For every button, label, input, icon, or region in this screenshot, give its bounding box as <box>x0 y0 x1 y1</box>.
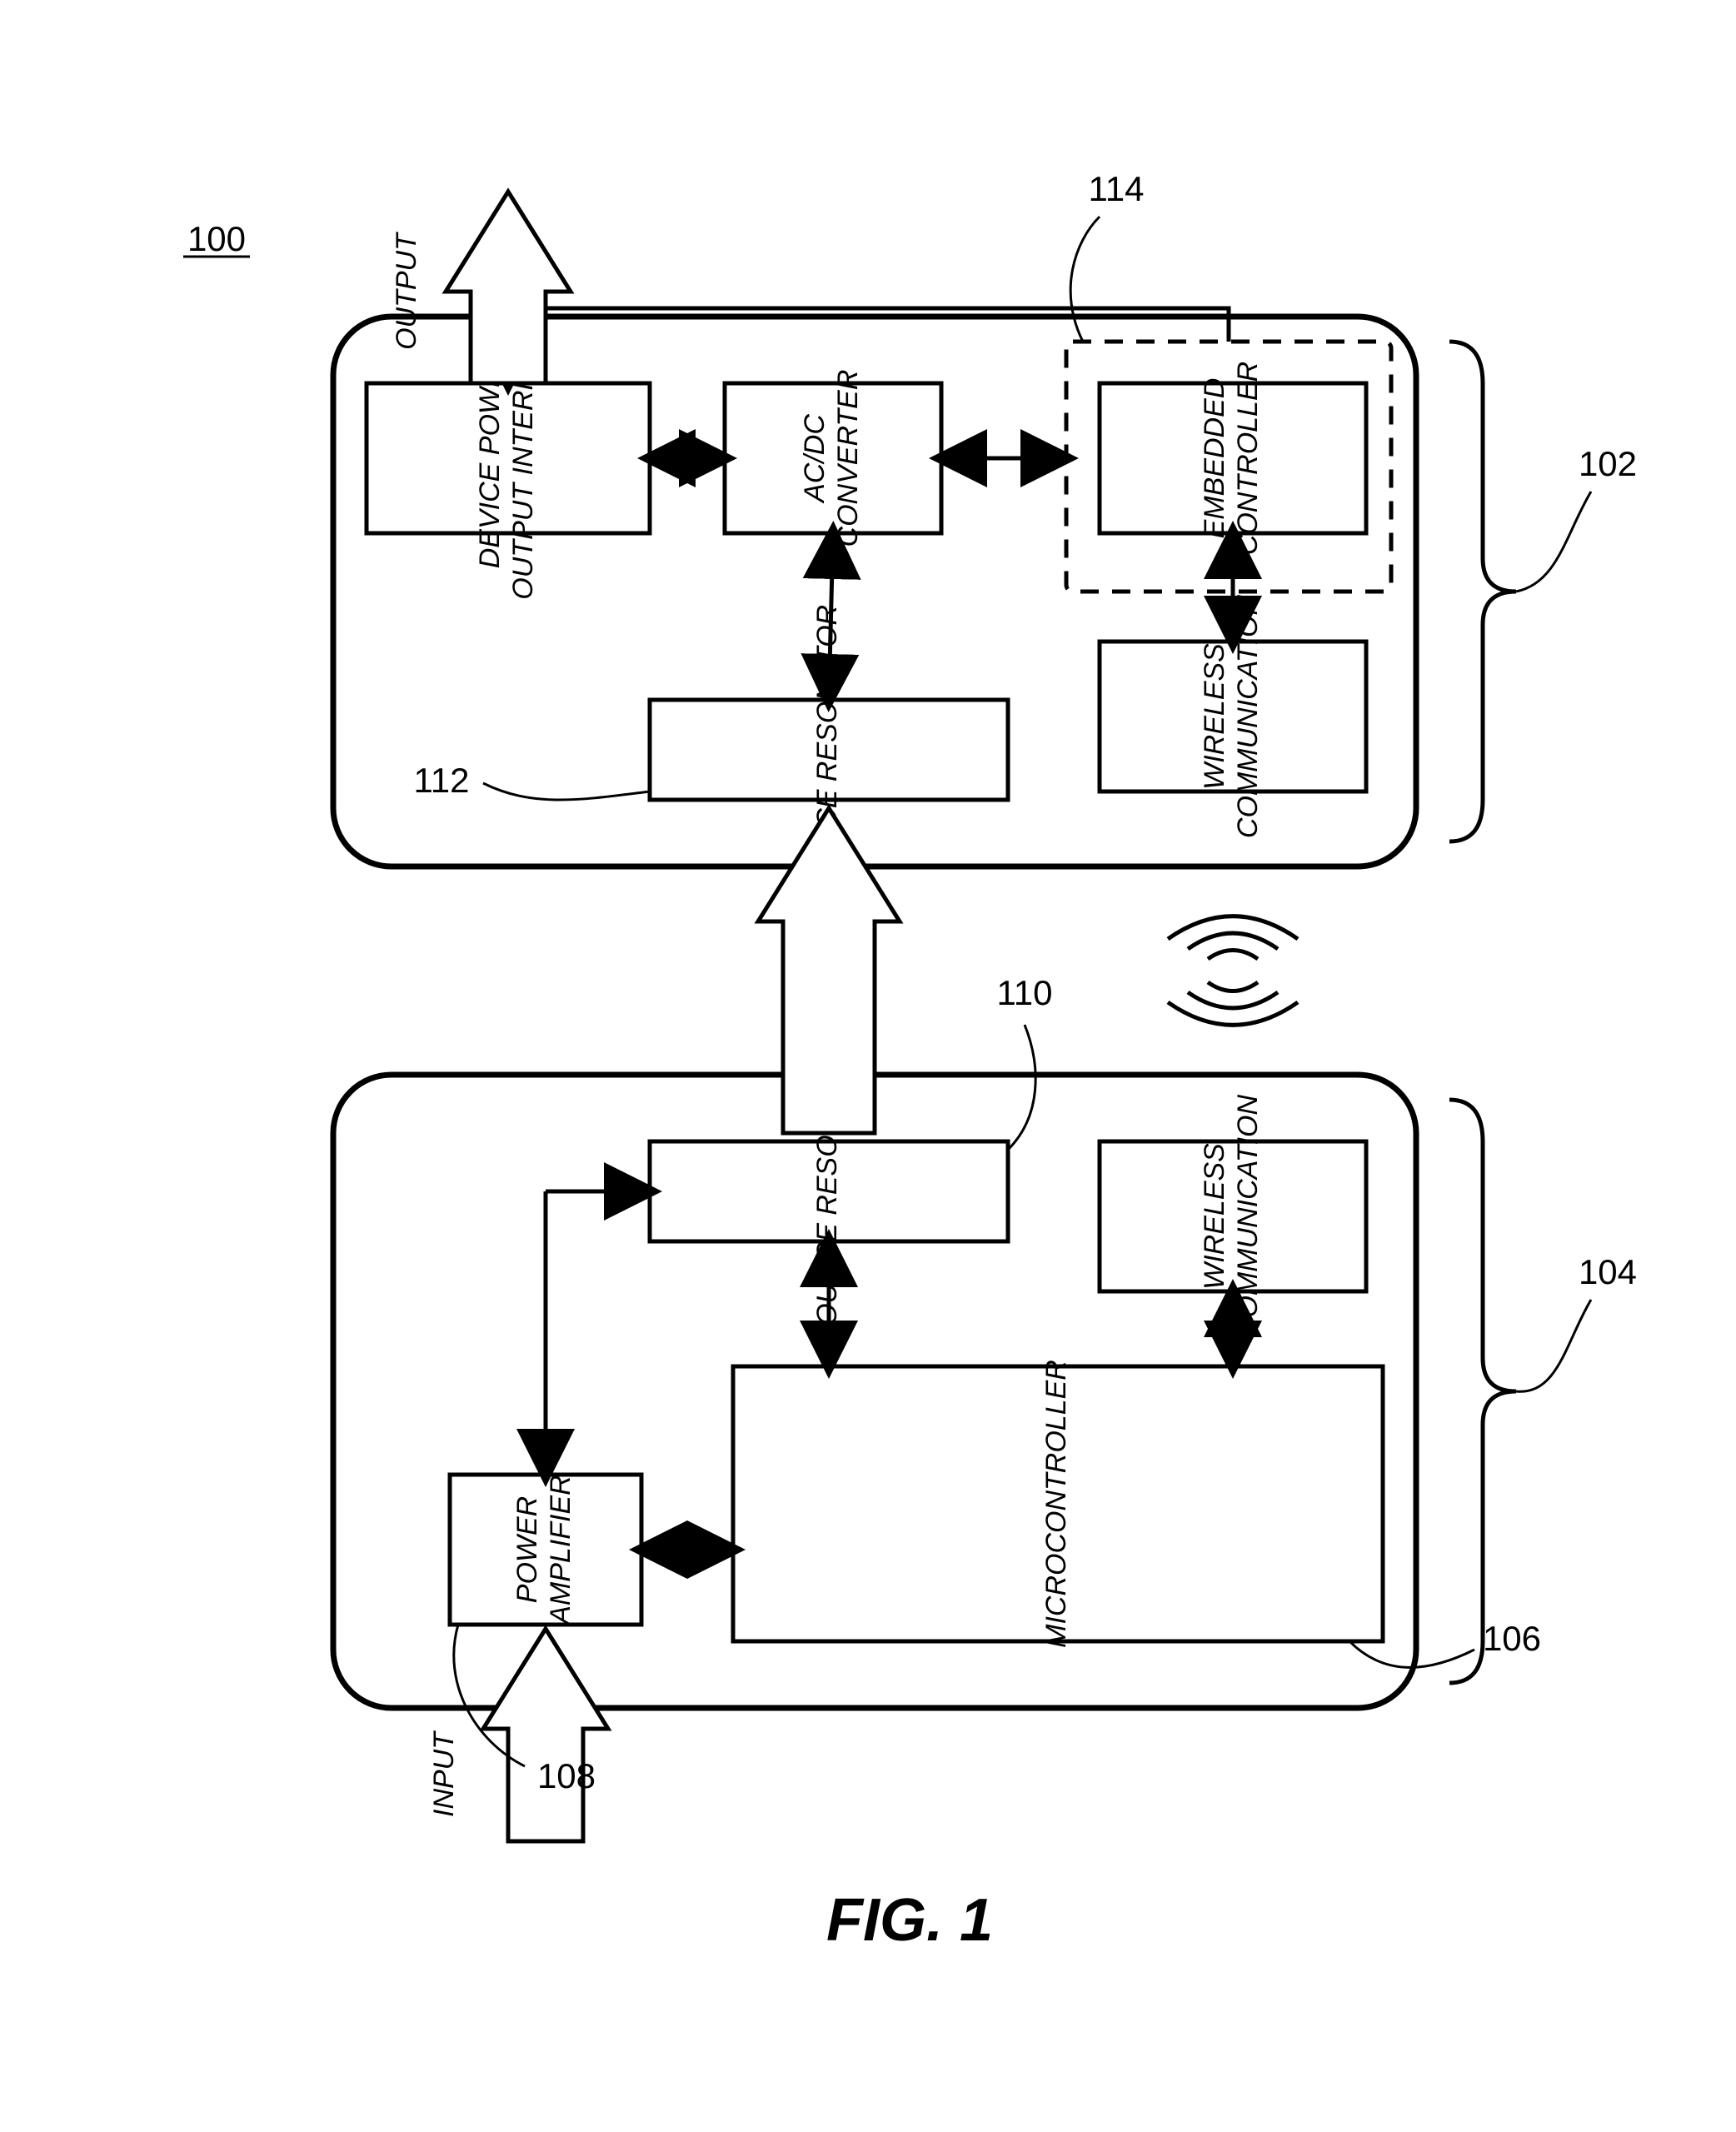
embed-label-1: EMBEDDED <box>1199 378 1230 539</box>
diagram-canvas: DEVICE POWEROUTPUT INTERFACEAC/DCCONVERT… <box>0 0 1736 2132</box>
ref-102: 102 <box>1579 444 1637 483</box>
ref-108: 108 <box>537 1756 596 1795</box>
ref-110: 110 <box>997 973 1053 1012</box>
pamp-label-1: POWER <box>511 1496 543 1603</box>
acdc-label-1: AC/DC <box>799 414 831 504</box>
ref-106: 106 <box>1483 1619 1541 1658</box>
embed-label-2: CONTROLLER <box>1232 362 1264 555</box>
mcu-label: MICROCONTROLLER <box>1040 1360 1072 1648</box>
output-label: OUTPUT <box>391 232 422 350</box>
wcom-top-label-2: COMMUNICATION <box>1232 594 1264 838</box>
ref-112: 112 <box>414 761 470 800</box>
figure-label: FIG. 1 <box>826 1887 993 1954</box>
wcom-top-label-1: WIRELESS <box>1199 643 1230 790</box>
pamp-label-2: AMPLIFIER <box>545 1475 576 1625</box>
wcom-bot-label-2: COMMUNICATION <box>1232 1094 1264 1338</box>
ref-100: 100 <box>187 219 246 258</box>
acdc-label-2: CONVERTER <box>832 370 864 547</box>
ref-104: 104 <box>1579 1252 1637 1291</box>
input-label: INPUT <box>428 1730 460 1817</box>
ref-114: 114 <box>1089 169 1145 208</box>
wcom-bot-label-1: WIRELESS <box>1199 1143 1230 1290</box>
